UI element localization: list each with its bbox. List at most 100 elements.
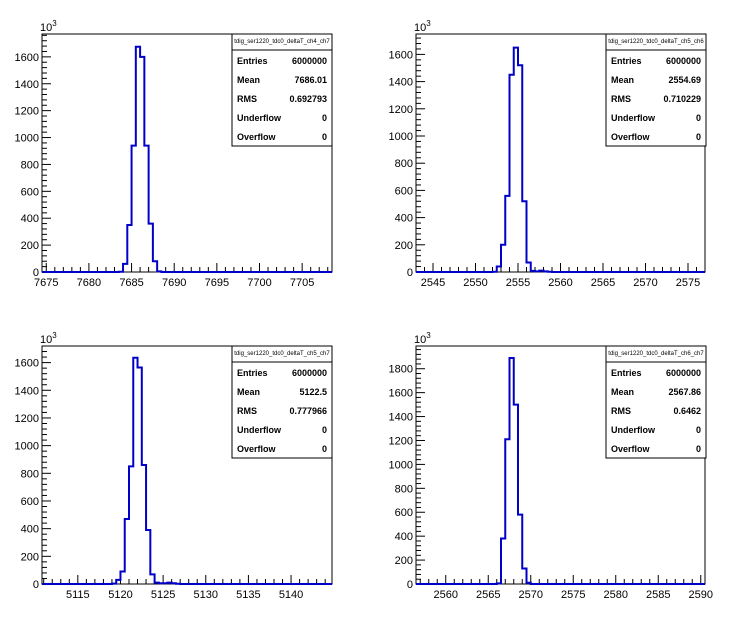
y-tick-label: 1600 (15, 358, 39, 370)
y-tick-label: 0 (407, 267, 413, 279)
stat-label-entries: Entries (237, 368, 268, 378)
x-tick-label: 2580 (604, 589, 628, 601)
x-tick-label: 5130 (194, 589, 218, 601)
stat-label-entries: Entries (611, 56, 642, 66)
stat-label-entries: Entries (237, 56, 268, 66)
y-tick-label: 200 (21, 240, 39, 252)
stat-label-underflow: Underflow (611, 113, 656, 123)
y-tick-label: 600 (395, 185, 413, 197)
stat-value-rms: 0.710229 (663, 94, 701, 104)
stat-label-entries: Entries (611, 368, 642, 378)
histogram-line (416, 46, 705, 273)
stat-value-underflow: 0 (322, 425, 327, 435)
x-tick-label: 2545 (421, 277, 445, 289)
x-tick-label: 7690 (162, 277, 186, 289)
stat-value-entries: 6000000 (292, 56, 327, 66)
y-tick-label: 0 (33, 579, 39, 591)
y-tick-label: 800 (21, 159, 39, 171)
stat-value-mean: 7686.01 (294, 75, 327, 85)
x-tick-label: 2560 (548, 277, 572, 289)
x-tick-label: 5115 (66, 589, 90, 601)
y-tick-label: 400 (395, 531, 413, 543)
stat-value-overflow: 0 (322, 444, 327, 454)
stat-value-entries: 6000000 (666, 56, 701, 66)
stats-box (231, 33, 333, 147)
stat-value-underflow: 0 (696, 113, 701, 123)
x-tick-label: 2550 (463, 277, 487, 289)
x-tick-label: 5140 (279, 589, 303, 601)
x-tick-label: 7705 (290, 277, 314, 289)
histogram-line (416, 356, 705, 585)
x-tick-label: 2585 (646, 589, 670, 601)
stat-label-mean: Mean (611, 75, 634, 85)
y-tick-label: 600 (21, 186, 39, 198)
y-tick-label: 1000 (15, 133, 39, 145)
y-tick-label: 800 (21, 468, 39, 480)
y-tick-label: 1600 (389, 388, 413, 400)
y-tick-label: 600 (21, 496, 39, 508)
stat-value-underflow: 0 (696, 425, 701, 435)
x-tick-label: 2565 (591, 277, 615, 289)
stat-label-mean: Mean (237, 75, 260, 85)
stat-label-underflow: Underflow (237, 425, 282, 435)
y-tick-label: 1600 (389, 49, 413, 61)
stat-value-entries: 6000000 (666, 368, 701, 378)
histogram-panel-4: 0 200 400 600 800 1000 1200 1400 1600 1800 2560 256… (389, 331, 713, 601)
y-tick-label: 1800 (389, 364, 413, 376)
y-exponent-label: 103 (414, 331, 431, 346)
stat-label-mean: Mean (237, 387, 260, 397)
stats-title: tdig_ser1220_tdc0_deltaT_ch4_ch7 (234, 39, 330, 45)
x-tick-label: 2575 (561, 589, 585, 601)
x-tick-label: 5120 (108, 589, 132, 601)
y-tick-label: 600 (395, 507, 413, 519)
x-tick-label: 7680 (77, 277, 101, 289)
y-tick-label: 400 (21, 213, 39, 225)
stats-box (231, 345, 333, 459)
stat-value-entries: 6000000 (292, 368, 327, 378)
stat-label-rms: RMS (237, 94, 257, 104)
stat-value-rms: 0.777966 (289, 406, 327, 416)
histogram-panel-2: 0 200 400 600 800 1000 1200 1400 1600 2545 2550 255… (389, 19, 707, 289)
x-tick-label: 2570 (633, 277, 657, 289)
y-tick-label: 800 (395, 483, 413, 495)
stats-title: tdig_ser1220_tdc0_deltaT_ch6_ch7 (608, 351, 704, 357)
stat-label-underflow: Underflow (611, 425, 656, 435)
stat-label-overflow: Overflow (611, 132, 651, 142)
stat-value-mean: 2554.69 (668, 75, 701, 85)
y-tick-label: 1000 (389, 131, 413, 143)
x-tick-label: 7695 (205, 277, 229, 289)
x-tick-label: 7685 (119, 277, 143, 289)
stat-label-mean: Mean (611, 387, 634, 397)
stat-value-rms: 0.692793 (289, 94, 327, 104)
y-exponent-label: 103 (40, 331, 57, 346)
stats-title: tdig_ser1220_tdc0_deltaT_ch5_ch6 (608, 39, 704, 45)
y-tick-label: 1200 (15, 413, 39, 425)
y-exponent-label: 103 (40, 19, 57, 34)
y-tick-label: 1400 (15, 79, 39, 91)
y-tick-label: 400 (21, 524, 39, 536)
x-tick-label: 2555 (506, 277, 530, 289)
stat-label-overflow: Overflow (237, 444, 277, 454)
y-tick-label: 200 (21, 551, 39, 563)
stat-label-rms: RMS (611, 94, 631, 104)
stat-value-rms: 0.6462 (673, 406, 701, 416)
histogram-panel-3: 0 200 400 600 800 1000 1200 1400 1600 5115 5120 512… (15, 331, 333, 601)
y-tick-label: 1200 (389, 435, 413, 447)
stat-value-overflow: 0 (696, 444, 701, 454)
y-tick-label: 0 (33, 267, 39, 279)
stat-label-underflow: Underflow (237, 113, 282, 123)
y-tick-label: 400 (395, 213, 413, 225)
stat-label-overflow: Overflow (611, 444, 651, 454)
x-tick-label: 2570 (519, 589, 543, 601)
y-tick-label: 200 (395, 240, 413, 252)
y-tick-label: 1400 (389, 77, 413, 89)
stats-title: tdig_ser1220_tdc0_deltaT_ch5_ch7 (234, 351, 330, 357)
y-tick-label: 1000 (389, 459, 413, 471)
stat-value-mean: 5122.5 (299, 387, 327, 397)
stat-label-overflow: Overflow (237, 132, 277, 142)
stat-label-rms: RMS (611, 406, 631, 416)
stats-box (605, 345, 707, 459)
histogram-line (42, 356, 332, 585)
y-tick-label: 1400 (15, 385, 39, 397)
